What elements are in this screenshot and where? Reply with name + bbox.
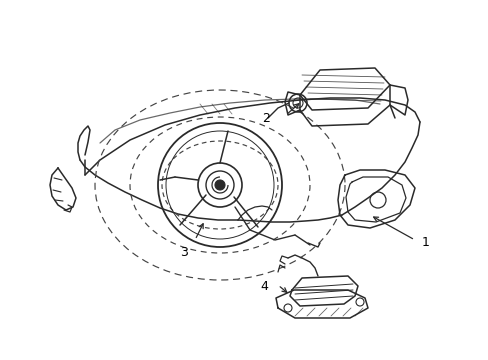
Text: 2: 2: [262, 112, 269, 125]
Text: 4: 4: [260, 279, 267, 292]
Text: 3: 3: [180, 246, 187, 258]
Circle shape: [215, 180, 224, 190]
Text: 1: 1: [421, 237, 429, 249]
